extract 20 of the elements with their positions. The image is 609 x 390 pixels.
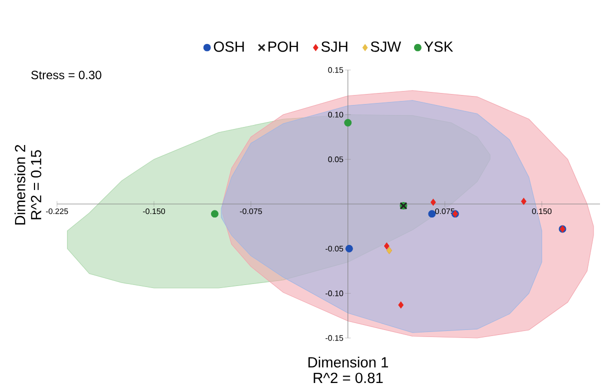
y-tick-label: 0.05 [328, 156, 344, 162]
y-tick-label: 0.15 [328, 67, 344, 73]
legend-label: OSH [214, 41, 244, 52]
x-tick-label: 0.150 [532, 208, 552, 214]
y-tick-label: -0.15 [326, 335, 344, 341]
text: R^2 = 0.15 [30, 150, 42, 220]
legend-label: SJH [321, 41, 348, 52]
text: R^2 = 0.81 [314, 372, 383, 384]
legend-label: SJW [370, 41, 402, 52]
y-tick-label: -0.10 [326, 290, 344, 296]
annotation: Stress = 0.30 [31, 70, 102, 80]
y-tick-label: 0.10 [328, 112, 344, 118]
x-tick-label: -0.075 [240, 208, 262, 214]
y-tick-label: -0.05 [326, 246, 344, 252]
x-axis-title: Dimension 1 [308, 356, 388, 368]
x-tick-label: -0.225 [46, 208, 68, 214]
x-tick-label: -0.150 [142, 208, 165, 214]
legend-label: YSK [424, 41, 454, 52]
y-axis-title: Dimension 2 [14, 145, 26, 225]
legend-label: POH [268, 41, 298, 52]
